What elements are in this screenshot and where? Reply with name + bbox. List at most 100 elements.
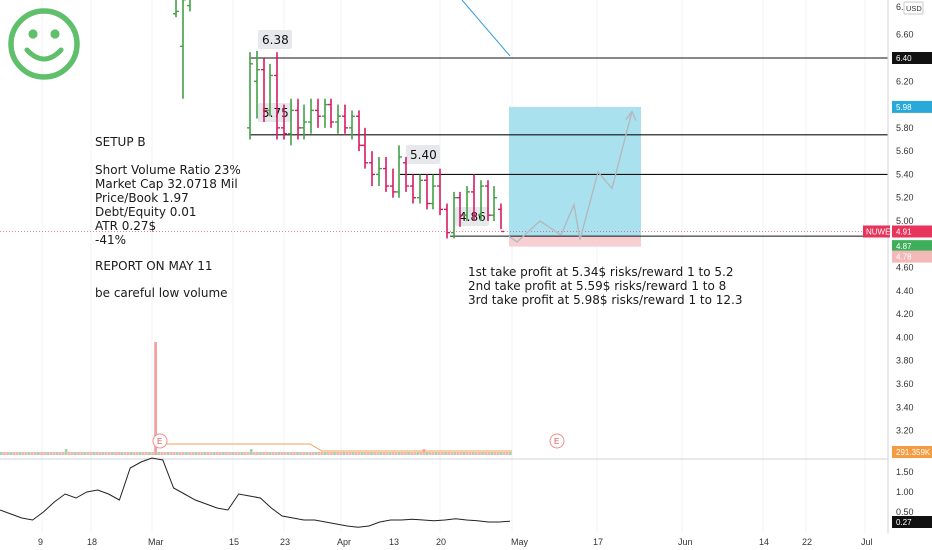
oscillator-panel — [0, 457, 888, 528]
time-tick: 17 — [593, 537, 603, 547]
volume-bar — [434, 452, 438, 455]
price-bar — [444, 203, 450, 239]
volume-bar — [92, 452, 96, 455]
volume-bar — [246, 452, 250, 455]
volume-bar — [101, 452, 105, 455]
volume-bar — [61, 452, 65, 455]
price-bar — [491, 186, 497, 221]
time-tick: May — [511, 537, 529, 547]
axis-tag-label: 291.359K — [896, 448, 931, 457]
volume-bar — [296, 452, 299, 455]
price-bar — [254, 51, 260, 119]
volume-bar — [505, 452, 509, 455]
volume-bar — [129, 452, 133, 455]
oscillator-line — [0, 457, 511, 528]
volume-bar — [111, 452, 114, 455]
annotation-caution: be careful low volume — [95, 286, 228, 300]
volume-bar — [465, 452, 469, 455]
time-tick: 22 — [802, 537, 812, 547]
volume-bar — [228, 452, 232, 455]
annotation-debt-equity: Debt/Equity 0.01 — [95, 205, 196, 219]
annotation-target-3: 3rd take profit at 5.98$ risks/reward 1 … — [468, 293, 742, 307]
symbol-tag-box — [863, 225, 890, 238]
volume-bar — [293, 452, 296, 455]
level-label-box-0 — [258, 30, 292, 49]
trend-line-segment[interactable] — [461, 0, 511, 57]
volume-bar — [299, 452, 302, 455]
volume-bar — [141, 452, 145, 455]
volume-bar — [419, 452, 423, 455]
price-bar — [383, 156, 389, 192]
price-bar — [376, 156, 382, 187]
price-bar — [457, 191, 463, 227]
volume-bar — [197, 452, 201, 455]
volume-bar — [252, 452, 256, 455]
long-position-box[interactable] — [509, 106, 641, 247]
volume-bar — [441, 452, 444, 455]
trend-line[interactable] — [461, 0, 511, 57]
volume-bar — [428, 452, 432, 455]
volume-bar — [15, 452, 19, 455]
axis-tag-box — [892, 516, 932, 528]
oscillator-tick: 1.50 — [896, 467, 914, 477]
volume-bar — [407, 452, 410, 455]
volume-bar — [397, 452, 401, 455]
volume-bar — [314, 452, 318, 455]
volume-bar — [104, 452, 108, 455]
volume-bar — [203, 452, 207, 455]
smiley-right-eye — [50, 29, 60, 39]
volume-bar — [277, 452, 281, 455]
volume-bar — [52, 452, 56, 455]
earnings-marker-1 — [549, 433, 565, 449]
annotation-short-volume: Short Volume Ratio 23% — [95, 163, 241, 177]
volume-bar — [117, 452, 120, 455]
volume-bar — [496, 452, 500, 455]
axis-tag-label: 4.91 — [896, 227, 912, 236]
volume-bar — [154, 342, 158, 455]
time-axis[interactable]: 9 18 Mar 15 23 Apr 13 20 May 17 Jun 14 22 Jul — [38, 537, 873, 547]
volume-bar — [166, 452, 170, 455]
volume-bar — [243, 452, 247, 455]
price-bar — [187, 0, 191, 12]
price-bar — [349, 110, 355, 140]
volume-bar — [240, 452, 244, 455]
volume-bar — [9, 452, 13, 455]
volume-bar — [212, 452, 216, 455]
price-bar — [335, 104, 341, 134]
volume-bar — [474, 452, 478, 455]
price-bar — [173, 0, 179, 18]
annotation-atr: ATR 0.27$ — [95, 219, 156, 233]
volume-bar — [188, 452, 191, 455]
price-bar — [274, 52, 280, 140]
volume-bar — [237, 452, 241, 455]
volume-bar — [456, 452, 460, 455]
volume-bar — [123, 452, 127, 455]
volume-bar — [70, 452, 74, 455]
price-projection[interactable] — [508, 110, 637, 243]
volume-bar — [18, 452, 22, 455]
volume-bar — [330, 452, 333, 455]
volume-bar — [317, 452, 321, 455]
axis-tag-label: 5.98 — [896, 103, 912, 112]
volume-bar — [382, 452, 386, 455]
volume-bar — [357, 452, 361, 455]
volume-bar — [151, 452, 154, 455]
volume-bar — [370, 452, 373, 455]
volume-bar — [320, 452, 324, 455]
volume-bar — [416, 452, 420, 455]
volume-bar — [388, 452, 392, 455]
volume-bar — [308, 452, 312, 455]
volume-bar — [481, 452, 484, 455]
time-tick: Jul — [861, 537, 873, 547]
price-bar — [403, 156, 409, 192]
price-tick: 3.80 — [896, 356, 914, 366]
axis-tag-box — [892, 240, 932, 253]
price-bar — [261, 58, 267, 123]
volume-bar — [342, 452, 346, 455]
volume-bar — [222, 452, 225, 455]
volume-bar — [209, 452, 213, 455]
price-tick-top: 6.8 — [896, 2, 909, 12]
volume-bar — [46, 452, 50, 455]
